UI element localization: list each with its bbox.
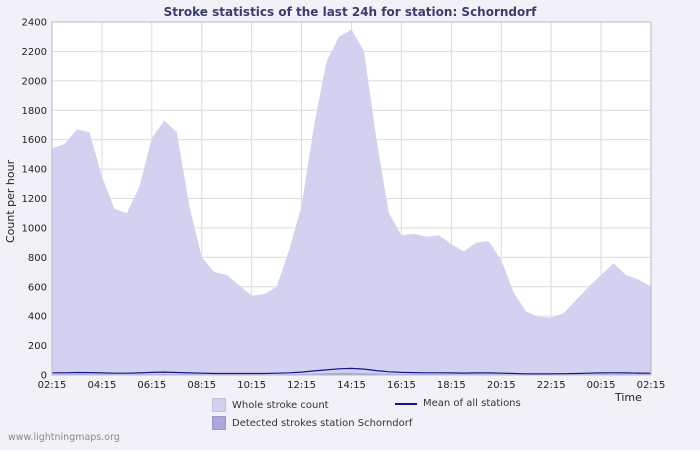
stroke-statistics-chart: 0 200 400 600 800 1000 1200 1400 1600 1800 2000 220… [22, 18, 666, 392]
legend-item-whole-stroke-count: Whole stroke count [212, 398, 329, 412]
svg-text:600: 600 [28, 282, 47, 293]
svg-text:2200: 2200 [22, 47, 47, 58]
svg-text:02:15: 02:15 [38, 380, 67, 391]
watermark-link[interactable]: www.lightningmaps.org [8, 432, 120, 443]
svg-text:00:15: 00:15 [587, 380, 616, 391]
chart-title: Stroke statistics of the last 24h for st… [163, 5, 537, 19]
svg-text:08:15: 08:15 [187, 380, 216, 391]
svg-text:02:15: 02:15 [637, 380, 666, 391]
whole-stroke-count-swatch [212, 398, 226, 412]
svg-text:04:15: 04:15 [88, 380, 117, 391]
svg-text:800: 800 [28, 253, 47, 264]
svg-text:16:15: 16:15 [387, 380, 416, 391]
detected-strokes-swatch [212, 416, 226, 430]
legend-label-whole-stroke-count: Whole stroke count [232, 399, 329, 411]
mean-line-swatch [395, 402, 417, 405]
svg-text:20:15: 20:15 [487, 380, 516, 391]
svg-text:0: 0 [41, 371, 47, 382]
svg-text:2400: 2400 [22, 18, 47, 29]
svg-text:06:15: 06:15 [137, 380, 166, 391]
svg-text:10:15: 10:15 [237, 380, 266, 391]
svg-text:1600: 1600 [22, 135, 47, 146]
svg-text:1400: 1400 [22, 165, 47, 176]
svg-text:14:15: 14:15 [337, 380, 366, 391]
svg-text:200: 200 [28, 341, 47, 352]
svg-text:400: 400 [28, 312, 47, 323]
svg-text:18:15: 18:15 [437, 380, 466, 391]
svg-text:2000: 2000 [22, 76, 47, 87]
x-axis-label: Time [615, 391, 642, 404]
svg-text:12:15: 12:15 [287, 380, 316, 391]
legend-label-mean-of-all-stations: Mean of all stations [423, 398, 521, 409]
svg-text:22:15: 22:15 [537, 380, 566, 391]
legend-item-detected-strokes: Detected strokes station Schorndorf [212, 416, 412, 430]
legend-item-mean-of-all-stations: Mean of all stations [395, 398, 521, 409]
legend-label-detected-strokes: Detected strokes station Schorndorf [232, 417, 413, 429]
svg-text:1000: 1000 [22, 223, 47, 234]
svg-text:1200: 1200 [22, 194, 47, 205]
svg-text:1800: 1800 [22, 106, 47, 117]
